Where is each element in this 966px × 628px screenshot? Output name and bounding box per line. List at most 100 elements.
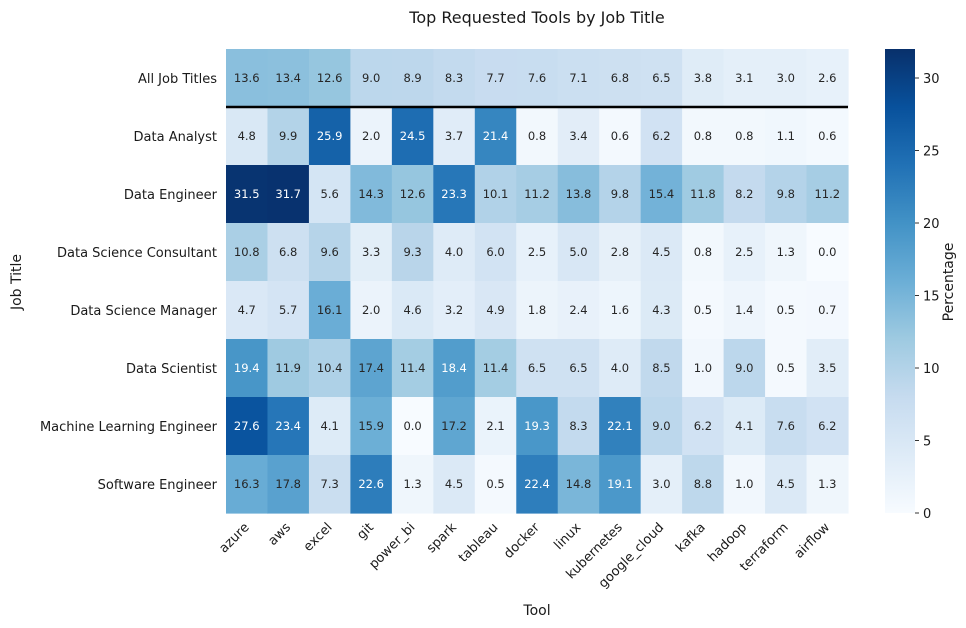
heatmap-cell: [350, 107, 393, 166]
cell-value-label: 2.4: [569, 303, 587, 317]
heatmap-cell: [640, 281, 683, 340]
heatmap-cell: [350, 455, 393, 514]
heatmap-cell: [350, 223, 393, 282]
heatmap-cell-labels: 13.6 13.4 12.6 9.0 8.9 8.3 7.7 7.6 7.1 6.8 6.5 3.8 3…: [234, 71, 840, 491]
cell-value-label: 4.1: [735, 419, 753, 433]
cell-value-label: 2.0: [362, 129, 380, 143]
cell-value-label: 0.5: [777, 361, 795, 375]
cell-value-label: 11.4: [483, 361, 509, 375]
colorbar-tick-label: 0: [923, 507, 931, 522]
row-tick-label: Data Science Consultant: [57, 246, 217, 261]
cell-value-label: 1.1: [777, 129, 795, 143]
cell-value-label: 4.0: [611, 361, 629, 375]
column-tick-label: docker: [501, 520, 543, 562]
cell-value-label: 2.0: [362, 303, 380, 317]
colorbar-tick-label: 15: [923, 290, 940, 305]
heatmap-cell: [806, 223, 849, 282]
heatmap-cell: [226, 281, 269, 340]
heatmap-cell: [682, 397, 725, 456]
cell-value-label: 9.0: [652, 419, 670, 433]
y-axis-label: Job Title: [9, 254, 25, 311]
cell-value-label: 9.8: [611, 187, 629, 201]
cell-value-label: 1.0: [694, 361, 712, 375]
row-tick-label: Data Scientist: [126, 362, 217, 377]
heatmap-cell: [765, 107, 808, 166]
heatmap-cell: [391, 49, 434, 108]
heatmap-cell: [226, 455, 269, 514]
heatmap-cell: [308, 165, 351, 224]
cell-value-label: 19.4: [234, 361, 260, 375]
cell-value-label: 23.3: [441, 187, 467, 201]
heatmap-cell: [640, 455, 683, 514]
cell-value-label: 4.3: [652, 303, 670, 317]
cell-value-label: 3.0: [777, 71, 795, 85]
cell-value-label: 17.8: [275, 477, 301, 491]
heatmap-cell: [474, 455, 517, 514]
heatmap-cell: [267, 223, 310, 282]
row-tick-label: All Job Titles: [138, 72, 217, 87]
heatmap-cell: [391, 107, 434, 166]
heatmap-cell: [474, 339, 517, 398]
heatmap-cell: [474, 223, 517, 282]
cell-value-label: 9.0: [362, 71, 380, 85]
cell-value-label: 6.5: [652, 71, 670, 85]
cell-value-label: 5.0: [569, 245, 587, 259]
cell-value-label: 0.0: [403, 419, 421, 433]
heatmap-cells: [226, 49, 849, 514]
cell-value-label: 5.7: [279, 303, 297, 317]
heatmap-cell: [267, 49, 310, 108]
cell-value-label: 3.4: [569, 129, 587, 143]
row-tick-label: Data Analyst: [134, 130, 217, 145]
cell-value-label: 9.8: [777, 187, 795, 201]
x-axis-label: Tool: [522, 603, 550, 619]
cell-value-label: 4.6: [403, 303, 421, 317]
heatmap-cell: [557, 107, 600, 166]
cell-value-label: 12.6: [400, 187, 426, 201]
heatmap-cell: [557, 339, 600, 398]
cell-value-label: 7.6: [528, 71, 546, 85]
heatmap-cell: [640, 165, 683, 224]
cell-value-label: 3.3: [362, 245, 380, 259]
heatmap-cell: [474, 107, 517, 166]
heatmap-cell: [516, 49, 559, 108]
cell-value-label: 3.8: [694, 71, 712, 85]
cell-value-label: 27.6: [234, 419, 260, 433]
heatmap-cell: [765, 165, 808, 224]
cell-value-label: 0.8: [694, 245, 712, 259]
heatmap-cell: [723, 223, 766, 282]
cell-value-label: 4.7: [238, 303, 256, 317]
column-tick-label: tableau: [456, 520, 501, 565]
cell-value-label: 2.5: [528, 245, 546, 259]
heatmap-cell: [516, 339, 559, 398]
heatmap-cell: [765, 339, 808, 398]
heatmap-cell: [806, 455, 849, 514]
heatmap-cell: [391, 455, 434, 514]
row-tick-label: Data Engineer: [124, 188, 218, 203]
cell-value-label: 0.7: [818, 303, 836, 317]
cell-value-label: 9.3: [403, 245, 421, 259]
cell-value-label: 22.1: [607, 419, 633, 433]
cell-value-label: 9.9: [279, 129, 297, 143]
row-tick-label: Machine Learning Engineer: [40, 420, 218, 435]
heatmap-cell: [308, 455, 351, 514]
cell-value-label: 11.8: [690, 187, 716, 201]
heatmap-cell: [806, 281, 849, 340]
cell-value-label: 1.0: [735, 477, 753, 491]
cell-value-label: 4.9: [486, 303, 504, 317]
heatmap-cell: [765, 223, 808, 282]
chart-title: Top Requested Tools by Job Title: [408, 8, 664, 27]
cell-value-label: 4.8: [238, 129, 256, 143]
heatmap-cell: [599, 165, 642, 224]
heatmap-cell: [557, 223, 600, 282]
cell-value-label: 25.9: [317, 129, 343, 143]
heatmap-cell: [391, 339, 434, 398]
heatmap-cell: [557, 397, 600, 456]
heatmap-cell: [640, 397, 683, 456]
cell-value-label: 0.0: [818, 245, 836, 259]
heatmap-cell: [682, 223, 725, 282]
cell-value-label: 11.9: [275, 361, 301, 375]
cell-value-label: 5.6: [321, 187, 339, 201]
heatmap-cell: [474, 165, 517, 224]
heatmap-cell: [226, 165, 269, 224]
